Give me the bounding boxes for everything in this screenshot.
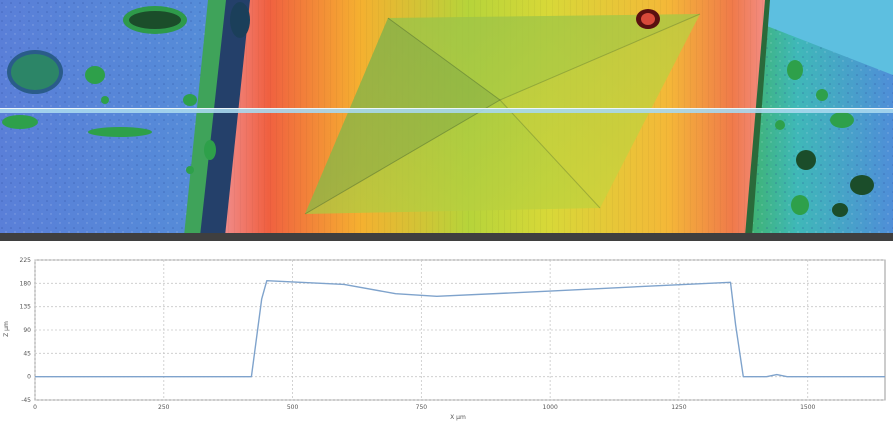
profile-series-line xyxy=(35,280,885,378)
x-tick-label: 500 xyxy=(287,404,299,411)
x-tick-label: 1000 xyxy=(543,404,558,411)
y-axis-title: Z µm xyxy=(3,321,10,337)
x-axis-title: X µm xyxy=(450,414,466,421)
x-tick-label: 0 xyxy=(33,404,37,411)
panel-separator xyxy=(0,233,893,241)
y-tick-label: 225 xyxy=(20,257,32,264)
series-layer xyxy=(35,280,885,378)
y-tick-label: 0 xyxy=(27,374,31,381)
profile-panel: 0 250 500 750 1000 1250 1500 -45 0 45 90 135 180 225 … xyxy=(0,241,893,421)
y-tick-label: -45 xyxy=(21,397,31,404)
profile-chart: 0 250 500 750 1000 1250 1500-4504590135180225 … xyxy=(3,257,886,421)
y-tick-label: 180 xyxy=(20,280,32,287)
height-map-image xyxy=(0,0,893,236)
x-tick-label: 1250 xyxy=(671,404,686,411)
x-tick-label: 250 xyxy=(158,404,170,411)
x-tick-label: 1500 xyxy=(800,404,815,411)
x-tick-label: 750 xyxy=(416,404,428,411)
y-tick-label: 45 xyxy=(23,350,31,357)
y-tick-label: 90 xyxy=(23,327,31,334)
y-tick-label: 135 xyxy=(20,304,32,311)
